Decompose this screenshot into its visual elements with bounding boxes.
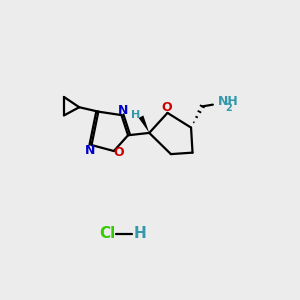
- Text: H: H: [131, 110, 140, 120]
- Text: H: H: [133, 226, 146, 242]
- Text: N: N: [85, 144, 96, 157]
- Text: N: N: [118, 103, 128, 117]
- Text: 2: 2: [225, 103, 232, 112]
- Text: O: O: [114, 146, 124, 159]
- Text: O: O: [161, 101, 172, 114]
- Polygon shape: [139, 116, 149, 133]
- Text: Cl: Cl: [99, 226, 116, 242]
- Text: NH: NH: [218, 94, 238, 108]
